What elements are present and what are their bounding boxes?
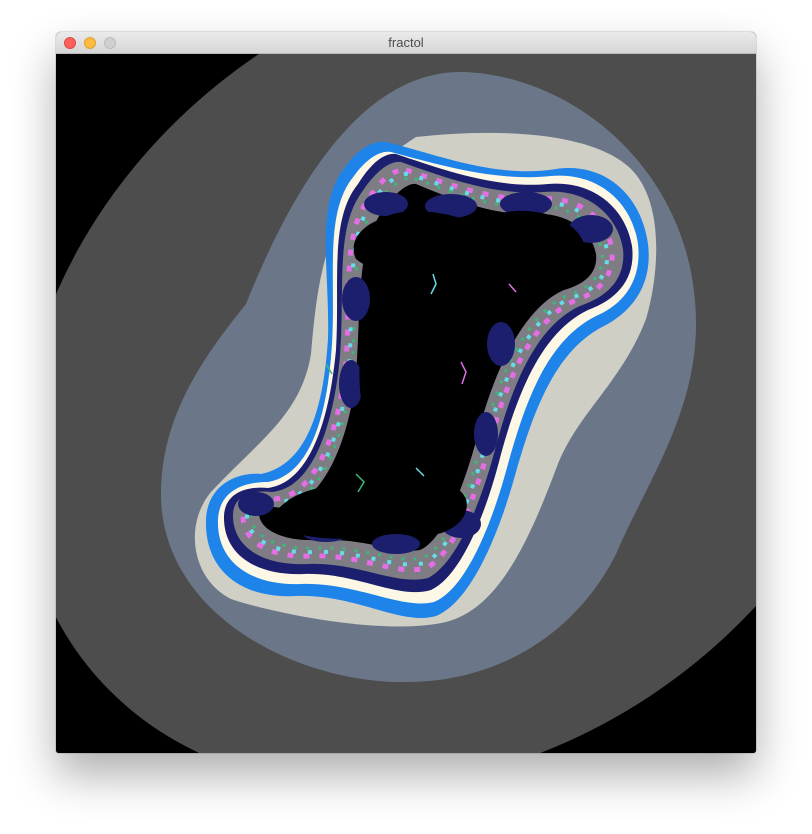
app-window: fractol [56,32,756,753]
title-bar[interactable]: fractol [56,32,756,54]
window-title: fractol [56,32,756,54]
julia-set-render [56,54,756,753]
fractal-canvas[interactable] [56,54,756,753]
